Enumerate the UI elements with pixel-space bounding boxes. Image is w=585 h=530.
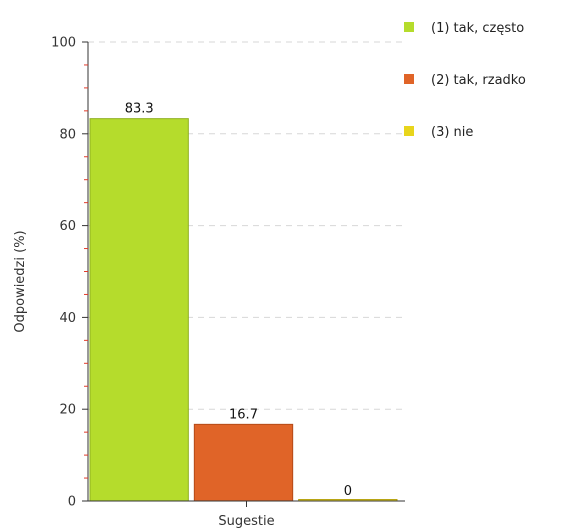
legend-swatch xyxy=(404,22,414,32)
bar xyxy=(89,118,189,502)
y-tick-label: 20 xyxy=(59,403,76,418)
y-tick-label: 40 xyxy=(59,311,76,326)
legend-label: (3) nie xyxy=(431,125,473,140)
y-tick-label: 80 xyxy=(59,127,76,142)
data-label: 16.7 xyxy=(229,407,258,422)
y-tick-label: 0 xyxy=(68,495,76,510)
legend-swatch xyxy=(404,126,414,136)
gridlines xyxy=(88,41,405,410)
y-tick-label: 60 xyxy=(59,219,76,234)
x-axis-title: Sugestie xyxy=(218,514,274,529)
bars xyxy=(89,118,398,502)
legend-label: (2) tak, rzadko xyxy=(431,73,526,88)
y-ticks: 0 20 40 60 80 100 xyxy=(51,36,88,510)
data-labels: 83.3 16.7 0 xyxy=(125,102,352,499)
data-label: 0 xyxy=(344,484,352,499)
bar xyxy=(193,423,294,502)
legend-swatch xyxy=(404,74,414,84)
legend-label: (1) tak, często xyxy=(431,21,524,36)
y-tick-label: 100 xyxy=(51,36,76,51)
legend: (1) tak, często (2) tak, rzadko (3) nie xyxy=(404,21,526,140)
y-axis-title: Odpowiedzi (%) xyxy=(13,230,28,332)
data-label: 83.3 xyxy=(125,102,154,117)
